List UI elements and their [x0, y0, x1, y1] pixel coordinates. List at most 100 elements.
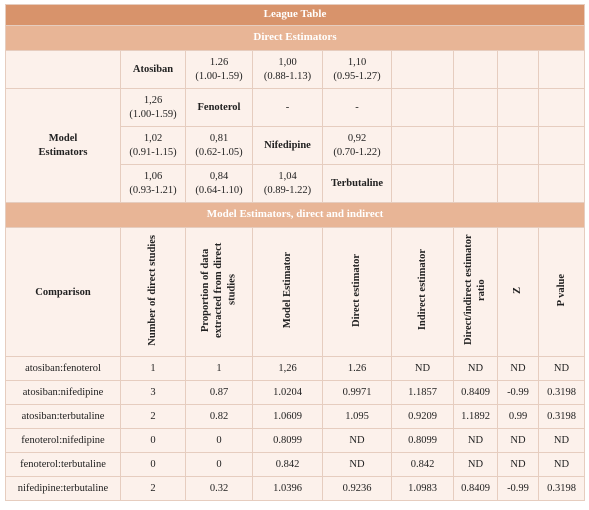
- comparison-cell: atosiban:nifedipine: [5, 380, 121, 406]
- drug-name: Atosiban: [120, 50, 186, 89]
- league-row: Atosiban 1.26 (1.00-1.59) 1,00 (0.88-1.13)…: [5, 50, 586, 89]
- value-cell: 1.095: [322, 404, 392, 430]
- league-row: 1,06 (0.93-1.21) 0,84 (0.64-1.10) 1,04 (0.…: [6, 164, 586, 203]
- empty-cell: [537, 50, 586, 89]
- value-cell: 0.99: [497, 404, 539, 430]
- value-cell: 0.842: [252, 452, 323, 478]
- value-cell: 0.32: [185, 476, 253, 502]
- value-cell: 1.0396: [252, 476, 323, 502]
- data-row: atosiban:nifedipine 3 0.87 1.0204 0.9971 1.18…: [5, 380, 586, 406]
- value-cell: 1.0204: [252, 380, 323, 406]
- data-row: nifedipine:terbutaline 2 0.32 1.0396 0.9236 1…: [5, 476, 586, 502]
- estimate-cell: -: [252, 88, 323, 127]
- comparison-cell: nifedipine:terbutaline: [5, 476, 121, 502]
- estimate-cell: 1,06 (0.93-1.21): [120, 164, 186, 203]
- estimate-cell: 1,00 (0.88-1.13): [252, 50, 323, 89]
- value-cell: 1.26: [322, 356, 392, 382]
- estimate-cell: 0,92 (0.70-1.22): [322, 126, 392, 165]
- column-header: Number of direct studies: [120, 226, 186, 358]
- value-cell: 2: [120, 476, 186, 502]
- estimate-cell: 0,81 (0.62-1.05): [185, 126, 253, 165]
- section-row: Direct Estimators: [4, 25, 586, 51]
- value-cell: 0.9209: [391, 404, 454, 430]
- value-cell: 0: [120, 452, 186, 478]
- header-text: P value: [555, 273, 567, 307]
- value-cell: 0.3198: [537, 404, 586, 430]
- estimate-cell: 0,84 (0.64-1.10): [185, 164, 253, 203]
- value-cell: ND: [391, 356, 454, 382]
- value-cell: 0: [185, 428, 253, 454]
- section-row: Model Estimators, direct and indirect: [4, 202, 586, 228]
- league-row: Model Estimators 1,26 (1.00-1.59) Fenotero…: [5, 88, 586, 203]
- value-cell: 1.0983: [391, 476, 454, 502]
- value-cell: 0.9236: [322, 476, 392, 502]
- value-cell: 0.8099: [252, 428, 323, 454]
- empty-cell: [537, 164, 586, 203]
- column-header: Direct estimator: [322, 226, 392, 358]
- table-title: League Table: [4, 4, 586, 26]
- value-cell: 0.82: [185, 404, 253, 430]
- value-cell: 0.87: [185, 380, 253, 406]
- header-text: Direct/indirect estimator ratio: [463, 234, 488, 346]
- value-cell: -0.99: [497, 476, 539, 502]
- drug-name: Fenoterol: [185, 88, 253, 127]
- drug-name: Terbutaline: [322, 164, 392, 203]
- column-header: Indirect estimator: [391, 226, 454, 358]
- value-cell: ND: [322, 428, 392, 454]
- value-cell: -0.99: [497, 380, 539, 406]
- estimate-cell: 1,10 (0.95-1.27): [322, 50, 392, 89]
- column-header: Model Estimator: [252, 226, 323, 358]
- value-cell: 0: [185, 452, 253, 478]
- empty-cell: [537, 88, 586, 127]
- value-cell: ND: [497, 452, 539, 478]
- data-row: fenoterol:terbutaline 0 0 0.842 ND 0.842 ND ND N…: [5, 452, 586, 478]
- estimate-cell: 1,26 (1.00-1.59): [120, 88, 186, 127]
- value-cell: 1,26: [252, 356, 323, 382]
- value-cell: ND: [537, 452, 586, 478]
- column-header: Proportion of data extracted from direct…: [185, 226, 253, 358]
- comparison-cell: atosiban:fenoterol: [5, 356, 121, 382]
- league-row: 1,02 (0.91-1.15) 0,81 (0.62-1.05) Nifedipi…: [6, 126, 586, 165]
- empty-cell: [391, 88, 454, 127]
- value-cell: 3: [120, 380, 186, 406]
- value-cell: 1: [120, 356, 186, 382]
- estimate-cell: 1,04 (0.89-1.22): [252, 164, 323, 203]
- empty-cell: [391, 50, 454, 89]
- column-header: P value: [537, 226, 586, 358]
- empty-cell: [5, 50, 121, 89]
- header-text: Z: [512, 287, 524, 295]
- empty-cell: [453, 88, 498, 127]
- header-text: Model Estimator: [281, 251, 293, 329]
- value-cell: 0.842: [391, 452, 454, 478]
- value-cell: 0.8099: [391, 428, 454, 454]
- column-header: Comparison: [5, 226, 121, 358]
- data-row: atosiban:terbutaline 2 0.82 1.0609 1.095 0.92…: [5, 404, 586, 430]
- value-cell: 0.3198: [537, 476, 586, 502]
- header-row: Comparison Number of direct studies Propor…: [5, 226, 586, 358]
- value-cell: ND: [453, 428, 498, 454]
- comparison-cell: fenoterol:terbutaline: [5, 452, 121, 478]
- empty-cell: [453, 50, 498, 89]
- empty-cell: [537, 126, 586, 165]
- value-cell: ND: [537, 356, 586, 382]
- empty-cell: [497, 88, 539, 127]
- value-cell: 1.1857: [391, 380, 454, 406]
- value-cell: 2: [120, 404, 186, 430]
- section-title: Direct Estimators: [4, 25, 586, 51]
- empty-cell: [497, 50, 539, 89]
- value-cell: 0.8409: [453, 380, 498, 406]
- empty-cell: [453, 164, 498, 203]
- header-text: Proportion of data extracted from direct…: [200, 242, 238, 338]
- estimate-cell: 1.26 (1.00-1.59): [185, 50, 253, 89]
- model-label: Model Estimators: [5, 88, 121, 203]
- empty-cell: [453, 126, 498, 165]
- value-cell: 0.9971: [322, 380, 392, 406]
- value-cell: ND: [497, 356, 539, 382]
- column-header: Direct/indirect estimator ratio: [453, 226, 498, 358]
- empty-cell: [391, 126, 454, 165]
- value-cell: ND: [497, 428, 539, 454]
- value-cell: ND: [453, 356, 498, 382]
- league-table-page: League Table Direct Estimators Atosiban 1.2…: [4, 4, 586, 502]
- value-cell: 1: [185, 356, 253, 382]
- empty-cell: [391, 164, 454, 203]
